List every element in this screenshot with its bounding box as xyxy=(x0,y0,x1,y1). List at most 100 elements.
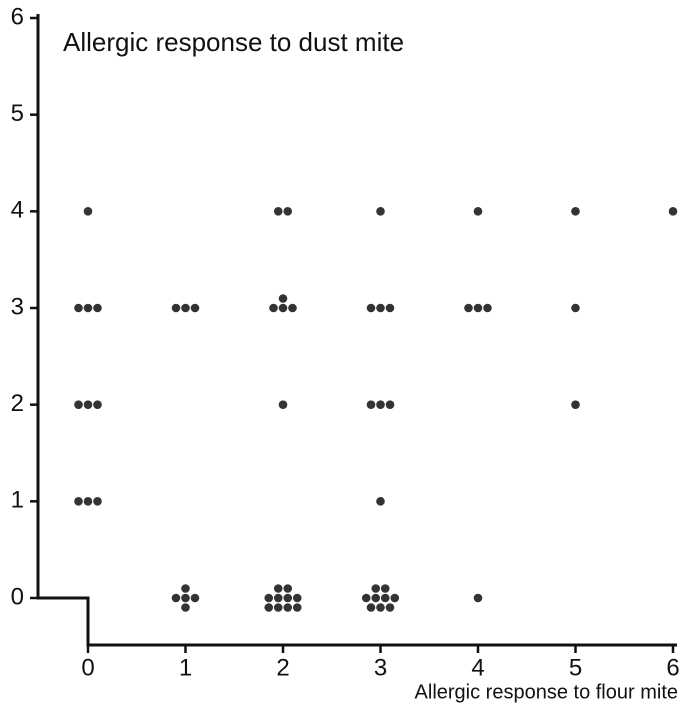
dot xyxy=(171,303,181,313)
point-group xyxy=(74,497,102,506)
y-tick-label: 1 xyxy=(11,487,24,514)
dot xyxy=(278,294,288,303)
y-tick-label: 5 xyxy=(11,100,24,127)
y-tick-label: 6 xyxy=(11,3,24,30)
point-group xyxy=(571,303,580,313)
dot xyxy=(385,303,395,313)
dot xyxy=(376,303,385,313)
y-tick-label: 3 xyxy=(11,293,24,320)
point-group xyxy=(171,303,200,313)
x-tick-label: 4 xyxy=(471,654,484,681)
point-group xyxy=(473,593,483,603)
dot xyxy=(273,603,283,612)
dot xyxy=(376,603,385,612)
dot xyxy=(264,593,274,603)
dot xyxy=(83,400,93,409)
dot xyxy=(483,303,492,313)
x-tick-label: 6 xyxy=(666,654,679,681)
point-group xyxy=(273,207,293,216)
point-group xyxy=(366,303,395,313)
dot xyxy=(83,497,93,506)
axis-line xyxy=(36,14,677,647)
dot xyxy=(273,207,283,216)
dot xyxy=(278,400,288,409)
dot xyxy=(292,593,302,603)
dot xyxy=(385,603,395,612)
point-group xyxy=(83,207,93,216)
dot xyxy=(264,603,274,612)
dot xyxy=(473,207,483,216)
dot xyxy=(181,603,190,612)
dot xyxy=(278,303,288,313)
point-group xyxy=(278,400,288,409)
dot xyxy=(385,400,395,409)
y-tick-label: 0 xyxy=(11,583,24,610)
dot xyxy=(366,400,376,409)
dot xyxy=(464,303,473,313)
point-group xyxy=(264,584,302,612)
dot xyxy=(93,303,102,313)
dot xyxy=(366,303,376,313)
point-group xyxy=(171,584,200,612)
dot xyxy=(74,497,83,506)
dot xyxy=(376,497,385,506)
point-group xyxy=(668,207,678,216)
dot xyxy=(371,593,381,603)
dot xyxy=(181,584,190,593)
x-tick-label: 2 xyxy=(276,654,289,681)
dot xyxy=(273,584,283,593)
dot xyxy=(473,593,483,603)
dot xyxy=(571,207,580,216)
point-group xyxy=(571,207,580,216)
point-group xyxy=(361,584,400,612)
dot xyxy=(380,584,390,593)
dot xyxy=(269,303,278,313)
point-group xyxy=(571,400,580,409)
dot xyxy=(93,400,102,409)
dot xyxy=(83,303,93,313)
point-group xyxy=(269,294,297,313)
dot xyxy=(571,400,580,409)
dot xyxy=(74,400,83,409)
dot xyxy=(283,593,293,603)
dot xyxy=(376,400,385,409)
dot xyxy=(361,593,371,603)
dot xyxy=(288,303,297,313)
dot xyxy=(74,303,83,313)
point-group xyxy=(74,400,102,409)
dot xyxy=(283,584,293,593)
y-tick-label: 4 xyxy=(11,197,24,224)
dot xyxy=(181,593,190,603)
dot xyxy=(371,584,381,593)
point-group xyxy=(376,497,385,506)
dot xyxy=(181,303,190,313)
dot xyxy=(376,207,385,216)
y-tick-label: 2 xyxy=(11,390,24,417)
point-group xyxy=(376,207,385,216)
dot xyxy=(292,603,302,612)
x-axis-label: Allergic response to flour mite xyxy=(415,681,678,703)
chart-title: Allergic response to dust mite xyxy=(63,27,404,57)
dot xyxy=(380,593,390,603)
dot xyxy=(171,593,181,603)
point-group xyxy=(74,303,102,313)
point-group xyxy=(366,400,395,409)
dot xyxy=(571,303,580,313)
point-group xyxy=(473,207,483,216)
x-tick-label: 0 xyxy=(81,654,94,681)
x-tick-label: 5 xyxy=(569,654,582,681)
dot xyxy=(83,207,93,216)
dot xyxy=(390,593,400,603)
dot xyxy=(668,207,678,216)
dot xyxy=(473,303,483,313)
dot xyxy=(190,303,200,313)
point-group xyxy=(464,303,492,313)
dot xyxy=(273,593,283,603)
x-tick-label: 3 xyxy=(374,654,387,681)
dot xyxy=(190,593,200,603)
dot xyxy=(283,207,293,216)
dot xyxy=(366,603,376,612)
x-tick-label: 1 xyxy=(179,654,192,681)
dot xyxy=(283,603,293,612)
